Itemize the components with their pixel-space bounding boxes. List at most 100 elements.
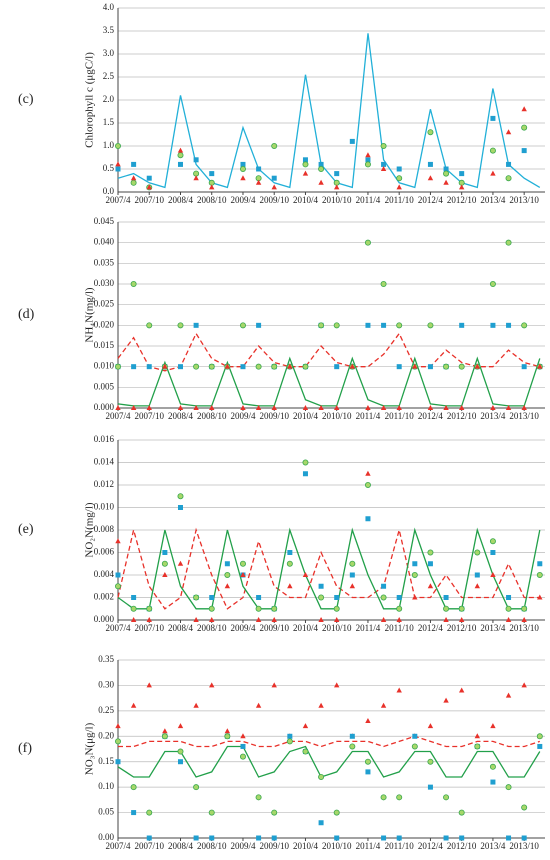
circle-marker xyxy=(536,572,543,579)
circle-marker xyxy=(427,549,434,556)
circle-marker xyxy=(286,560,293,567)
triangle-marker xyxy=(443,179,449,185)
triangle-marker xyxy=(380,166,387,171)
y-tick-label: 0.035 xyxy=(94,257,115,267)
triangle-marker xyxy=(318,405,324,410)
triangle-marker xyxy=(193,617,199,622)
circle-marker xyxy=(489,147,496,154)
square-marker xyxy=(381,161,387,167)
square-marker xyxy=(412,733,418,739)
circle-marker xyxy=(239,165,246,172)
circle-marker xyxy=(521,124,528,131)
square-marker xyxy=(474,572,480,578)
square-marker xyxy=(131,595,137,600)
circle-marker xyxy=(193,784,200,791)
triangle-marker xyxy=(193,175,199,181)
square-marker xyxy=(334,595,340,600)
triangle-marker xyxy=(521,682,527,688)
y-tick-label: 0.000 xyxy=(94,614,115,624)
x-tick-label: 2012/4 xyxy=(418,195,444,205)
triangle-marker xyxy=(209,405,215,410)
x-tick-label: 2011/10 xyxy=(385,623,415,633)
square-marker xyxy=(334,171,340,177)
y-tick-label: 0.05 xyxy=(98,807,114,817)
triangle-marker xyxy=(255,617,262,622)
x-tick-label: 2011/4 xyxy=(356,195,381,205)
square-marker xyxy=(334,835,340,841)
circle-marker xyxy=(302,363,309,370)
triangle-marker xyxy=(302,572,309,577)
circle-marker xyxy=(239,753,246,760)
circle-marker xyxy=(380,794,387,801)
circle-marker xyxy=(146,605,153,612)
dashed-line xyxy=(117,527,540,610)
circle-marker xyxy=(443,363,450,370)
square-marker xyxy=(271,175,277,181)
x-tick-label: 2013/10 xyxy=(509,411,539,421)
triangle-marker xyxy=(490,572,496,577)
square-marker xyxy=(115,166,121,172)
dashed-line xyxy=(117,332,540,372)
x-tick-label: 2012/4 xyxy=(418,841,444,851)
circle-marker xyxy=(161,733,168,740)
circle-marker xyxy=(177,748,184,755)
y-tick-label: 0.010 xyxy=(94,502,115,512)
circle-marker xyxy=(333,605,340,612)
x-tick-label: 2013/4 xyxy=(480,623,506,633)
circle-marker xyxy=(443,605,450,612)
y-tick-label: 0.15 xyxy=(98,756,114,766)
triangle-marker xyxy=(162,363,168,369)
y-tick-label: 0.040 xyxy=(94,237,115,247)
square-marker xyxy=(521,148,527,154)
triangle-marker xyxy=(115,161,121,167)
square-marker xyxy=(443,166,449,172)
y-tick-label: 0.00 xyxy=(98,832,114,842)
y-tick-label: 0.002 xyxy=(94,592,114,602)
circle-marker xyxy=(474,549,481,556)
circle-marker xyxy=(521,322,528,329)
circle-marker xyxy=(505,175,512,182)
triangle-marker xyxy=(287,583,293,589)
circle-marker xyxy=(427,129,434,136)
x-tick-label: 2009/4 xyxy=(230,623,256,633)
triangle-marker xyxy=(209,184,215,190)
triangle-marker xyxy=(427,723,434,729)
circle-marker xyxy=(146,809,153,816)
circle-marker xyxy=(380,142,387,149)
triangle-marker xyxy=(240,572,246,577)
triangle-marker xyxy=(318,702,324,708)
circle-marker xyxy=(271,142,278,149)
triangle-marker xyxy=(115,723,121,729)
y-axis-label: NH₄N(mg/l) xyxy=(84,287,96,342)
x-tick-label: 2009/10 xyxy=(259,623,289,633)
y-tick-label: 0.025 xyxy=(94,299,115,309)
y-tick-label: 2.0 xyxy=(103,94,115,104)
triangle-marker xyxy=(380,617,387,622)
x-tick-label: 2009/10 xyxy=(259,841,289,851)
triangle-marker xyxy=(255,702,262,708)
square-marker xyxy=(506,161,512,167)
square-marker xyxy=(490,322,496,328)
x-tick-label: 2011/10 xyxy=(385,411,415,421)
circle-marker xyxy=(255,363,262,370)
square-marker xyxy=(537,561,543,567)
triangle-marker xyxy=(334,617,340,622)
triangle-marker xyxy=(130,702,137,708)
triangle-marker xyxy=(318,617,324,622)
triangle-marker xyxy=(427,583,434,589)
y-tick-label: 0.045 xyxy=(94,216,115,226)
square-marker xyxy=(115,759,121,765)
triangle-marker xyxy=(302,170,309,176)
square-marker xyxy=(209,171,215,177)
triangle-marker xyxy=(209,617,215,622)
circle-marker xyxy=(318,773,325,780)
circle-marker xyxy=(130,605,137,612)
square-marker xyxy=(146,364,152,370)
solid-line xyxy=(117,527,541,610)
triangle-marker xyxy=(380,405,387,410)
x-tick-label: 2009/10 xyxy=(259,411,289,421)
square-marker xyxy=(381,835,387,841)
triangle-marker xyxy=(537,594,543,600)
triangle-marker xyxy=(365,152,371,158)
circle-marker xyxy=(224,572,231,579)
